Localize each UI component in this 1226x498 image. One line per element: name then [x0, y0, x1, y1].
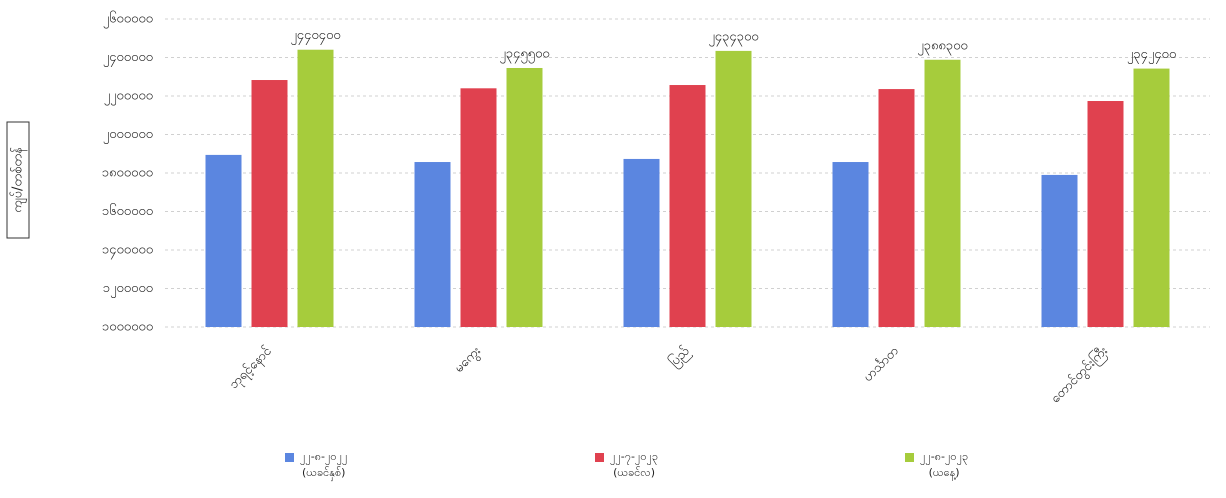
y-tick-label: ၂၆၀၀၀၀၀ — [103, 11, 153, 29]
y-tick-label: ၂၂၀၀၀၀၀ — [104, 89, 153, 106]
bar — [251, 80, 288, 328]
bar — [623, 158, 660, 327]
legend-item: ၂၂-၇-၂၀၂၃ (ယခင်လ) — [595, 450, 658, 482]
data-label: ၂၄၃၄၃၀၀ — [708, 29, 758, 46]
x-tick-label: တောင်တွင်းကြီး — [1047, 342, 1113, 408]
x-tick-group: မကွေး — [452, 344, 486, 378]
y-axis-label: ကျပ်/တစ်တန် — [10, 147, 28, 213]
x-tick-group: တောင်တွင်းကြီး — [1047, 342, 1113, 408]
data-label: ၂၄၄၀၄၀၀ — [290, 28, 340, 45]
bar — [460, 88, 497, 327]
x-tick-group: ဟင်္သာတ — [860, 343, 902, 385]
bar — [414, 162, 451, 327]
y-tick-label: ၁၄၀၀၀၀၀ — [102, 243, 153, 260]
data-label: ၂၃၈၈၃၀၀ — [917, 38, 968, 55]
y-tick-label: ၁၀၀၀၀၀၀ — [102, 320, 153, 335]
legend-swatch — [595, 453, 604, 462]
y-tick-label: ၂၀၀၀၀၀၀ — [103, 127, 153, 144]
x-tick-label: ပြည် — [665, 342, 694, 371]
bar — [297, 49, 334, 328]
legend-swatch — [905, 453, 914, 462]
legend-swatch — [285, 453, 294, 462]
legend-item: ၂၂-၈-၂၀၂၃ (ယနေ့) — [905, 450, 968, 482]
x-tick-group: ဘုရင့်နောင် — [226, 342, 277, 393]
y-tick-label: ၂၄၀၀၀၀၀ — [103, 50, 153, 67]
bar — [1087, 101, 1124, 327]
legend-label: ၂၂-၈-၂၀၂၃ (ယနေ့) — [920, 450, 969, 479]
bar — [205, 154, 242, 327]
x-tick-label: ဟင်္သာတ — [860, 343, 902, 385]
y-tick-label: ၁၂၀၀၀၀၀ — [103, 281, 153, 298]
x-tick-group: ပြည် — [665, 342, 694, 371]
bar — [715, 50, 752, 328]
legend-label: ၂၂-၇-၂၀၂၃ (ယခင်လ) — [610, 450, 659, 479]
bar — [669, 85, 706, 327]
bar — [878, 89, 915, 327]
x-tick-label: ဘုရင့်နောင် — [226, 342, 277, 393]
legend-label: ၂၂-၈-၂၀၂၂ (ယခင်နှစ်) — [300, 450, 348, 479]
bar — [832, 162, 869, 327]
axis-label-box — [6, 121, 30, 239]
data-label: ၂၃၄၂၄၀၀ — [1127, 47, 1176, 64]
chart: ကျပ်/တစ်တန် ၁၀၀၀၀၀၀ ၁၂၀၀၀၀၀ ၁၄၀၀၀၀၀ ၁၆၀၀၀၀၀… — [6, 11, 1210, 408]
y-tick-label: ၁၆၀၀၀၀၀ — [102, 203, 153, 219]
bar — [506, 67, 543, 328]
data-label: ၂၃၄၅၅၀၀ — [499, 46, 549, 63]
legend-item: ၂၂-၈-၂၀၂၂ (ယခင်နှစ်) — [285, 450, 347, 482]
y-tick-label: ၁၈၀၀၀၀၀ — [102, 166, 153, 181]
bar — [1041, 174, 1078, 327]
bar — [1133, 68, 1170, 327]
bar — [924, 59, 961, 327]
x-tick-label: မကွေး — [452, 344, 486, 378]
